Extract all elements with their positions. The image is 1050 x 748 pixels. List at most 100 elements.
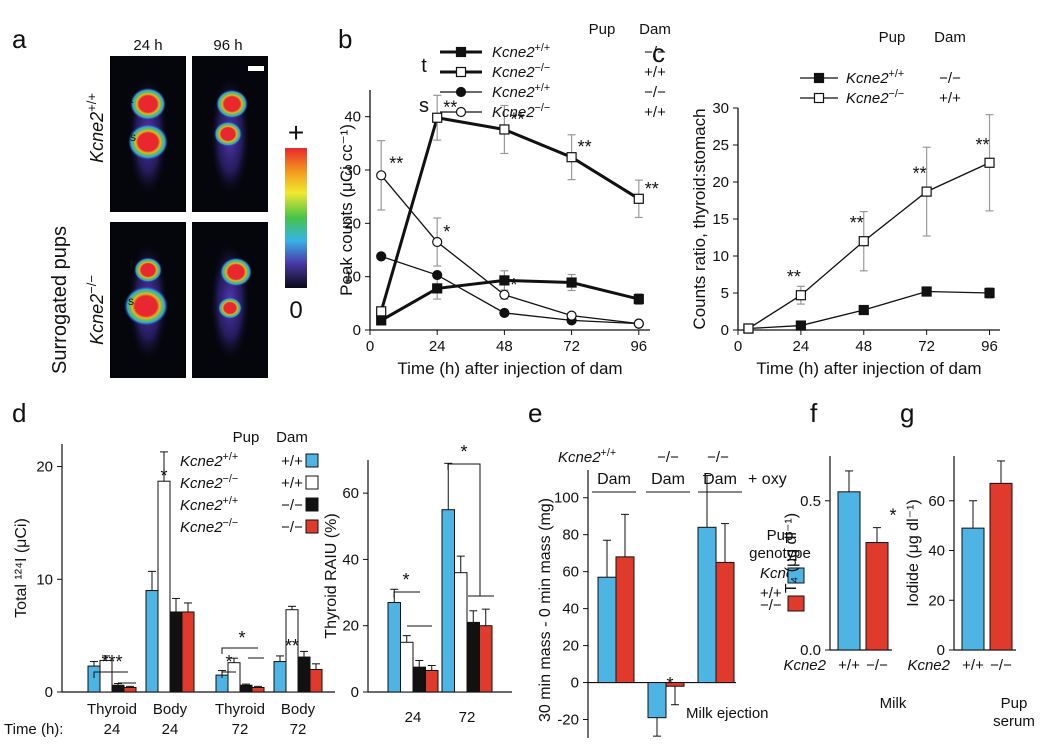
data-point bbox=[566, 152, 577, 163]
data-point bbox=[376, 306, 387, 317]
legend-label: −/− bbox=[760, 597, 782, 614]
data-point bbox=[432, 236, 443, 248]
header-genotype-wt: Kcne2+/+ bbox=[558, 447, 616, 466]
significance-bracket bbox=[447, 463, 481, 596]
x-tick-label: 72 bbox=[563, 338, 580, 355]
data-point bbox=[984, 287, 995, 299]
y-tick-label: 40 bbox=[344, 109, 361, 126]
significance-marker: ** bbox=[913, 164, 927, 184]
bar bbox=[865, 542, 889, 651]
y-tick-label: 5 bbox=[721, 285, 729, 302]
bar bbox=[181, 611, 195, 693]
x-tick-label: 0 bbox=[734, 338, 742, 355]
significance-marker: ** bbox=[510, 109, 524, 129]
y-tick-label: 60 bbox=[562, 564, 579, 581]
category-label: 24 bbox=[405, 709, 422, 726]
legend-dam-genotype: +/+ bbox=[281, 453, 303, 470]
y-tick-label: 60 bbox=[342, 485, 359, 502]
organ-hotspot bbox=[130, 87, 166, 121]
time-label: 24 bbox=[162, 721, 179, 738]
significance-marker: ** bbox=[389, 153, 403, 173]
organ-label: t bbox=[130, 257, 134, 271]
data-point bbox=[432, 283, 443, 294]
category-label: Body bbox=[153, 701, 188, 718]
organ-hotspot bbox=[218, 297, 242, 319]
category-label: Body bbox=[281, 701, 316, 718]
bar bbox=[273, 661, 287, 693]
y-axis-label: T₄ (μg dl⁻¹) bbox=[783, 513, 800, 593]
organ-label: t bbox=[130, 92, 134, 106]
data-point bbox=[566, 310, 577, 321]
x-axis-label: Milk bbox=[880, 695, 907, 712]
bar bbox=[961, 527, 985, 651]
y-tick-label: 0 bbox=[351, 684, 359, 701]
header-genotype-ko: −/− bbox=[707, 449, 729, 466]
group-label: Dam bbox=[597, 471, 631, 488]
significance-marker: * bbox=[238, 628, 245, 648]
organ-hotspot bbox=[214, 121, 242, 147]
organ-hotspot bbox=[134, 257, 162, 283]
legend-label: +/+ bbox=[760, 585, 782, 602]
time-label: 24 bbox=[104, 721, 121, 738]
bar bbox=[297, 656, 311, 693]
data-point bbox=[432, 112, 443, 123]
data-point bbox=[921, 286, 932, 297]
group-label: Dam bbox=[651, 471, 685, 488]
legend-dam-genotype: −/− bbox=[644, 44, 666, 61]
legend-header-pup: Pup bbox=[879, 29, 906, 46]
bar bbox=[412, 666, 426, 693]
bar bbox=[87, 665, 101, 693]
panel-letter-f: f bbox=[810, 398, 818, 428]
row-genotype-label: Kcne2+/+ bbox=[84, 93, 107, 163]
y-axis-label: 30 min mass - 0 min mass (mg) bbox=[537, 498, 554, 722]
legend-swatch bbox=[787, 567, 805, 584]
legend-title: genotype bbox=[749, 545, 811, 562]
bar bbox=[647, 682, 667, 719]
y-tick-label: 10 bbox=[36, 571, 53, 588]
bar bbox=[837, 491, 861, 651]
legend-gene-label: Kcne2+/+ bbox=[180, 495, 238, 514]
organ-hotspot bbox=[128, 124, 168, 160]
x-tick-label: 24 bbox=[429, 338, 446, 355]
data-point bbox=[984, 157, 995, 168]
y-axis-label: Thyroid RAIU (%) bbox=[323, 513, 340, 638]
legend-gene-label: Kcne2−/− bbox=[180, 473, 238, 492]
legend-gene-label: Kcne2−/− bbox=[492, 102, 550, 121]
x-tick-label: 96 bbox=[981, 338, 998, 355]
data-point bbox=[743, 323, 754, 334]
significance-marker: * bbox=[402, 570, 409, 590]
colorbar-bottom-label: 0 bbox=[289, 297, 302, 324]
category-label: Thyroid bbox=[215, 701, 265, 718]
significance-marker: ** bbox=[850, 213, 864, 233]
x-category-label: −/− bbox=[990, 657, 1012, 674]
legend-group-s: s bbox=[419, 95, 429, 117]
y-tick-label: 40 bbox=[342, 551, 359, 568]
y-tick-label: 10 bbox=[344, 269, 361, 286]
significance-marker: ** bbox=[976, 135, 990, 155]
bar bbox=[615, 556, 635, 684]
colorbar bbox=[285, 148, 307, 288]
legend-swatch bbox=[305, 519, 319, 534]
legend-swatch bbox=[787, 595, 805, 612]
significance-bracket bbox=[93, 671, 128, 678]
y-tick-label: -20 bbox=[557, 712, 579, 729]
bar bbox=[597, 576, 617, 684]
panel-letter-e: e bbox=[528, 398, 542, 428]
legend-dam-genotype: −/− bbox=[281, 497, 303, 514]
y-tick-label: 20 bbox=[562, 638, 579, 655]
y-tick-label: 20 bbox=[344, 215, 361, 232]
significance-bracket bbox=[221, 671, 236, 678]
x-tick-label: 48 bbox=[496, 338, 513, 355]
legend-marker bbox=[813, 92, 825, 104]
significance-marker: ** bbox=[443, 98, 457, 118]
legend-dam-genotype: +/+ bbox=[939, 90, 961, 107]
y-tick-label: 40 bbox=[928, 543, 945, 560]
legend-header-dam: Dam bbox=[276, 429, 308, 446]
y-tick-label: 100 bbox=[554, 490, 579, 507]
legend-marker bbox=[455, 86, 467, 98]
y-axis-label: Iodide (μg dl⁻¹) bbox=[905, 499, 922, 606]
y-tick-label: 25 bbox=[712, 137, 729, 154]
x-tick-label: 0 bbox=[366, 338, 374, 355]
y-tick-label: 0 bbox=[937, 642, 945, 659]
